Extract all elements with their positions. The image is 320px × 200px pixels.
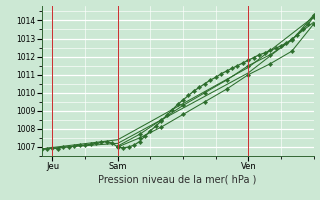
X-axis label: Pression niveau de la mer( hPa ): Pression niveau de la mer( hPa ) [99, 174, 257, 184]
